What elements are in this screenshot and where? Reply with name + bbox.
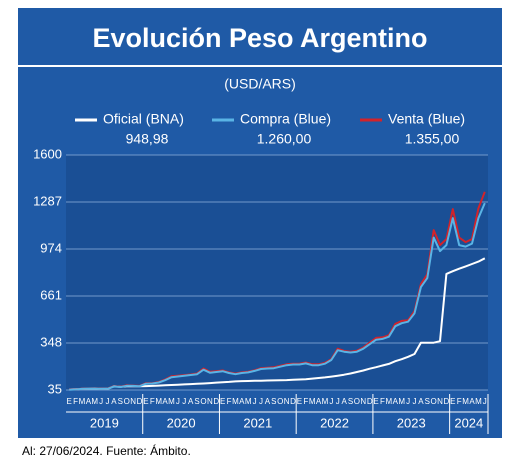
x-tick-label: M <box>386 397 393 406</box>
x-tick-label: F <box>380 397 385 406</box>
x-tick-label: M <box>245 397 252 406</box>
x-tick-label: A <box>469 397 475 406</box>
x-tick-label: A <box>393 397 399 406</box>
x-tick-label: D <box>367 397 373 406</box>
x-tick-label: D <box>290 397 296 406</box>
plot-area <box>66 155 488 390</box>
y-tick-label: 35 <box>48 381 62 396</box>
x-tick-label: A <box>86 397 92 406</box>
year-label: 2020 <box>167 415 196 430</box>
x-tick-label: E <box>373 397 378 406</box>
x-tick-label: O <box>354 397 360 406</box>
x-tick-label: D <box>444 397 450 406</box>
x-tick-label: D <box>137 397 143 406</box>
legend-label: Venta (Blue) <box>388 111 465 127</box>
x-tick-label: A <box>418 397 424 406</box>
x-tick-label: E <box>220 397 225 406</box>
year-label: 2019 <box>90 415 119 430</box>
x-tick-label: M <box>232 397 239 406</box>
x-tick-label: N <box>284 397 290 406</box>
y-tick-label: 1287 <box>33 193 62 208</box>
x-tick-label: F <box>303 397 308 406</box>
series-line <box>69 202 486 391</box>
x-tick-label: E <box>143 397 148 406</box>
x-tick-label: D <box>213 397 219 406</box>
x-tick-label: M <box>168 397 175 406</box>
x-tick-label: N <box>207 397 213 406</box>
legend-label: Compra (Blue) <box>240 111 331 127</box>
x-tick-label: N <box>130 397 136 406</box>
x-tick-label: J <box>99 397 103 406</box>
x-tick-label: M <box>155 397 162 406</box>
year-label: 2024 <box>454 415 483 430</box>
x-tick-label: M <box>91 397 98 406</box>
x-tick-label: E <box>67 397 72 406</box>
x-tick-label: N <box>360 397 366 406</box>
chart-title: Evolución Peso Argentino <box>92 23 427 53</box>
x-tick-label: O <box>277 397 283 406</box>
x-tick-label: M <box>322 397 329 406</box>
x-tick-label: J <box>253 397 257 406</box>
y-tick-label: 974 <box>40 240 62 255</box>
x-tick-label: F <box>227 397 232 406</box>
year-label: 2022 <box>320 415 349 430</box>
x-tick-label: A <box>111 397 117 406</box>
x-tick-label: F <box>150 397 155 406</box>
x-tick-label: F <box>73 397 78 406</box>
x-tick-label: J <box>336 397 340 406</box>
x-tick-label: S <box>194 397 199 406</box>
x-tick-label: M <box>309 397 316 406</box>
x-tick-label: M <box>462 397 469 406</box>
x-tick-label: J <box>329 397 333 406</box>
x-tick-label: F <box>457 397 462 406</box>
x-tick-label: A <box>162 397 168 406</box>
x-tick-label: J <box>106 397 110 406</box>
x-tick-label: J <box>259 397 263 406</box>
x-tick-label: O <box>124 397 130 406</box>
x-tick-label: E <box>297 397 302 406</box>
y-tick-label: 1600 <box>33 146 62 161</box>
x-tick-label: N <box>437 397 443 406</box>
y-tick-label: 348 <box>40 334 62 349</box>
x-tick-label: M <box>398 397 405 406</box>
x-tick-label: A <box>316 397 322 406</box>
legend-value: 1.355,00 <box>405 131 460 147</box>
x-tick-label: A <box>341 397 347 406</box>
legend-value: 948,98 <box>126 131 169 147</box>
x-tick-label: J <box>483 397 487 406</box>
legend-label: Oficial (BNA) <box>103 111 184 127</box>
x-tick-label: S <box>425 397 430 406</box>
x-tick-label: J <box>176 397 180 406</box>
subtitle: (USD/ARS) <box>224 76 296 92</box>
year-label: 2021 <box>243 415 272 430</box>
x-tick-label: M <box>79 397 86 406</box>
x-tick-label: S <box>271 397 276 406</box>
x-tick-label: A <box>239 397 245 406</box>
x-tick-label: E <box>450 397 455 406</box>
x-tick-label: M <box>475 397 482 406</box>
x-tick-label: O <box>200 397 206 406</box>
y-tick-label: 661 <box>40 287 62 302</box>
x-tick-label: S <box>348 397 353 406</box>
x-tick-label: J <box>182 397 186 406</box>
footer: Al: 27/06/2024. Fuente: Ámbito. <box>22 443 191 458</box>
x-tick-label: A <box>188 397 194 406</box>
x-tick-label: A <box>265 397 271 406</box>
x-tick-label: S <box>118 397 123 406</box>
legend-value: 1.260,00 <box>257 131 312 147</box>
x-tick-label: O <box>431 397 437 406</box>
year-label: 2023 <box>397 415 426 430</box>
x-tick-label: J <box>412 397 416 406</box>
x-tick-label: J <box>406 397 410 406</box>
